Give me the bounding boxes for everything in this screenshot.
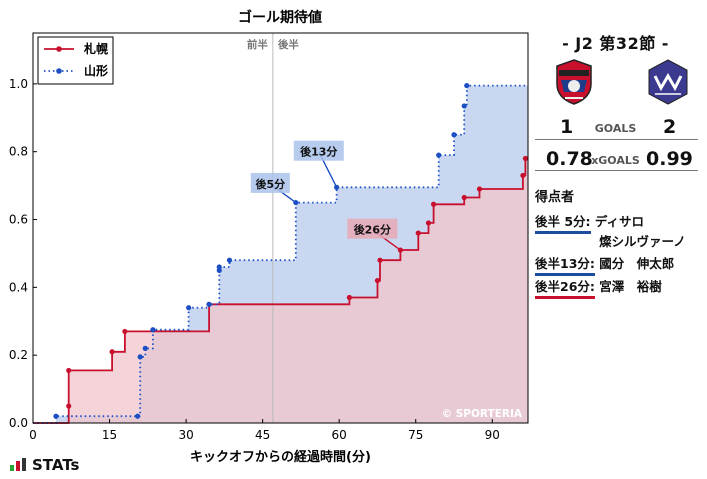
scorer-row: 後半13分: 國分 伸太郎 bbox=[535, 253, 674, 276]
data-point bbox=[476, 186, 483, 192]
scorer-name: 宮澤 裕樹 bbox=[599, 279, 662, 294]
x-tick-label: 15 bbox=[102, 428, 117, 442]
annotation-box bbox=[347, 218, 398, 239]
data-point bbox=[464, 82, 470, 89]
data-point bbox=[436, 152, 442, 158]
x-tick-label: 0 bbox=[29, 428, 37, 442]
y-tick-label: 0.4 bbox=[9, 280, 28, 294]
annotation-box bbox=[293, 140, 344, 161]
xg-label: xGOALS bbox=[591, 154, 640, 167]
y-tick-label: 0.8 bbox=[9, 145, 28, 159]
annotation-label: 後13分 bbox=[300, 145, 337, 159]
legend-label: 札幌 bbox=[83, 41, 108, 56]
data-point bbox=[461, 103, 467, 109]
goals-label: GOALS bbox=[594, 122, 637, 135]
legend-marker bbox=[56, 68, 62, 74]
home-score: 1 bbox=[560, 116, 574, 138]
data-point bbox=[53, 413, 59, 419]
stats-bars-icon bbox=[10, 458, 26, 471]
data-point bbox=[346, 294, 352, 301]
data-point bbox=[216, 264, 222, 270]
data-point bbox=[135, 413, 141, 419]
scorer-row: 後半26分: 宮澤 裕樹 bbox=[535, 276, 662, 299]
data-point bbox=[142, 345, 148, 351]
x-tick-label: 75 bbox=[408, 428, 423, 442]
series-line-0 bbox=[33, 157, 528, 424]
annotation-label: 後5分 bbox=[255, 177, 285, 191]
data-point bbox=[137, 354, 143, 360]
home-xg: 0.78 bbox=[546, 148, 593, 170]
plot-frame bbox=[32, 32, 529, 424]
legend-label: 山形 bbox=[84, 63, 108, 78]
series-area-0 bbox=[33, 158, 528, 423]
x-tick-label: 45 bbox=[255, 428, 270, 442]
data-point bbox=[206, 301, 212, 307]
data-point bbox=[430, 201, 437, 207]
y-tick-label: 0.2 bbox=[9, 348, 28, 362]
away-score: 2 bbox=[663, 116, 677, 138]
x-tick-label: 60 bbox=[332, 428, 347, 442]
data-point bbox=[66, 367, 72, 374]
data-point bbox=[522, 155, 529, 162]
scorer-row: 後半 5分: ディサロ 燦シルヴァーノ bbox=[535, 211, 686, 249]
data-point bbox=[374, 277, 381, 284]
legend-marker bbox=[56, 46, 62, 52]
scorer-name: ディサロ bbox=[594, 214, 645, 229]
stats-logo-text: STATs bbox=[32, 456, 80, 474]
scorer-time: 後半26分: bbox=[535, 276, 595, 299]
chart-title: ゴール期待値 bbox=[238, 9, 322, 26]
data-point bbox=[415, 230, 421, 236]
x-axis-label: キックオフからの経過時間(分) bbox=[190, 449, 371, 465]
data-point bbox=[122, 328, 128, 335]
y-tick-label: 1.0 bbox=[9, 77, 28, 91]
data-point bbox=[451, 132, 457, 138]
scorer-time: 後半13分: bbox=[535, 253, 595, 276]
x-tick-label: 90 bbox=[485, 428, 500, 442]
watermark: © SPORTERIA bbox=[442, 408, 523, 420]
y-tick-label: 0.0 bbox=[9, 416, 28, 430]
legend-box bbox=[37, 36, 114, 85]
montedio-yamagata-crest-icon bbox=[648, 59, 688, 105]
scorer-time: 後半 5分: bbox=[535, 211, 591, 234]
data-point bbox=[377, 257, 383, 263]
data-point bbox=[66, 403, 72, 409]
data-point bbox=[226, 257, 233, 263]
match-round-title: - J2 第32節 - bbox=[562, 34, 669, 53]
data-point bbox=[186, 305, 192, 311]
stats-logo: STATs bbox=[10, 456, 79, 474]
data-point bbox=[150, 327, 156, 333]
match-summary-panel: - J2 第32節 - 1 GOALS 2 0.78 xGOALS 0.99 得… bbox=[533, 0, 703, 479]
divider bbox=[535, 139, 698, 140]
annotation-label: 後26分 bbox=[354, 223, 391, 237]
away-xg: 0.99 bbox=[646, 148, 693, 170]
data-point bbox=[520, 172, 526, 179]
first-half-label: 前半 bbox=[247, 38, 268, 51]
scorer-name-line2: 燦シルヴァーノ bbox=[599, 234, 686, 249]
data-point bbox=[425, 220, 432, 226]
y-tick-label: 0.6 bbox=[9, 213, 28, 227]
x-tick-label: 30 bbox=[178, 428, 193, 442]
divider bbox=[535, 170, 698, 171]
annotation-box bbox=[250, 172, 290, 193]
scorers-header: 得点者 bbox=[535, 190, 575, 205]
data-point bbox=[109, 349, 115, 355]
scorer-name: 國分 伸太郎 bbox=[599, 256, 675, 271]
consadole-sapporo-crest-icon bbox=[556, 59, 592, 105]
second-half-label: 後半 bbox=[277, 38, 299, 51]
data-point bbox=[461, 194, 467, 201]
